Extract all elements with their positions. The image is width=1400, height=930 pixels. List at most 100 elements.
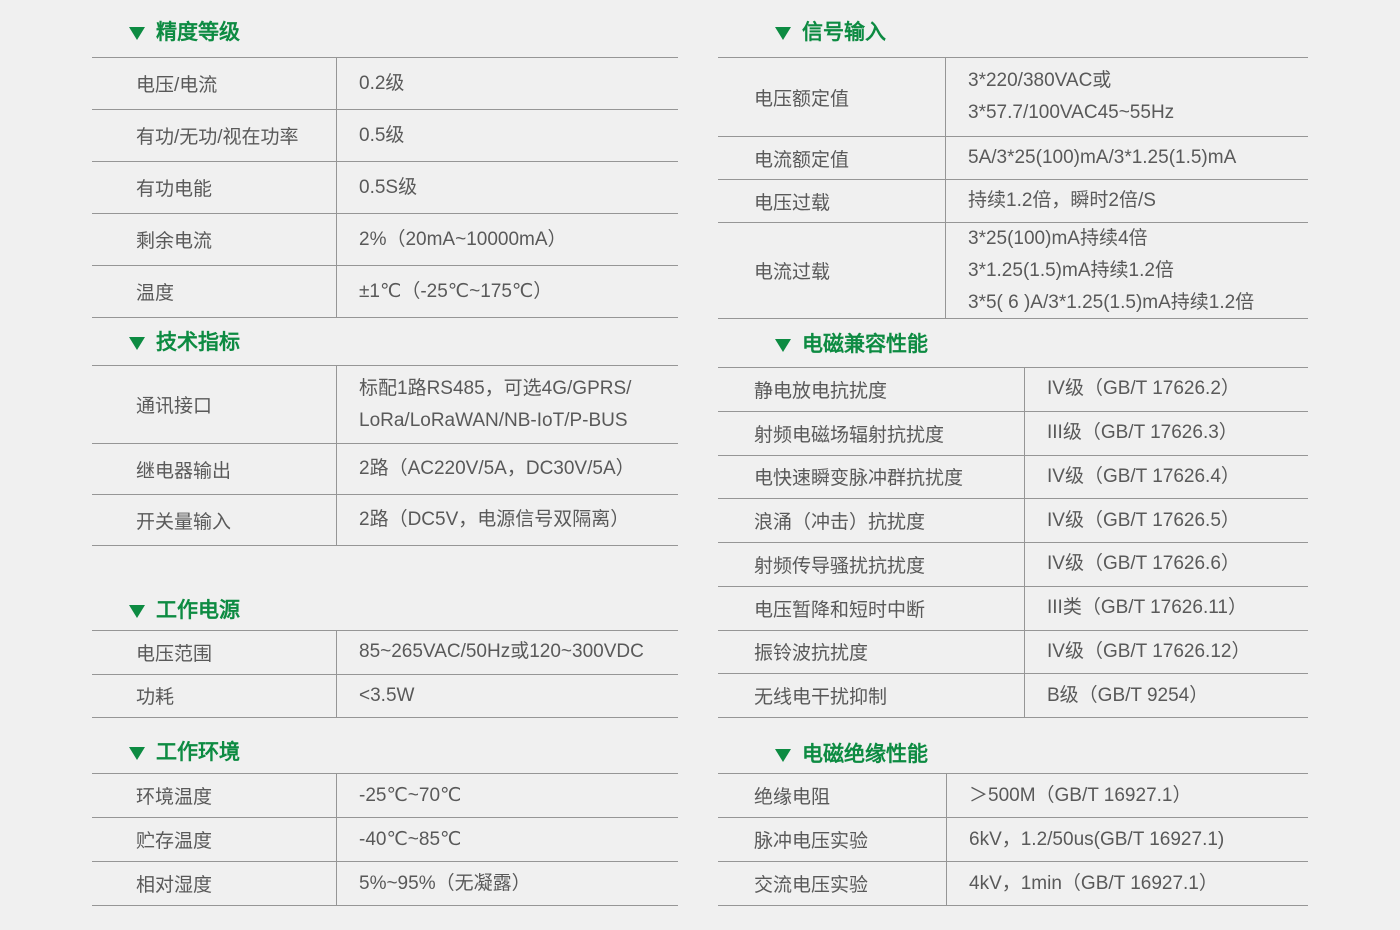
section-header: 技术指标 <box>92 330 678 356</box>
emc-table: 静电放电抗扰度 IV级（GB/T 17626.2） 射频电磁场辐射抗扰度 III… <box>718 367 1308 718</box>
table-row: 贮存温度 -40℃~85℃ <box>92 818 678 862</box>
spec-value: IV级（GB/T 17626.12） <box>1025 631 1308 674</box>
section-title: 工作环境 <box>156 741 240 764</box>
spec-value: IV级（GB/T 17626.5） <box>1025 499 1308 542</box>
table-row: 有功/无功/视在功率 0.5级 <box>92 110 678 162</box>
spec-value: 2路（DC5V，电源信号双隔离） <box>337 495 678 545</box>
spec-label: 电流过载 <box>718 223 946 318</box>
table-row: 环境温度 -25℃~70℃ <box>92 774 678 818</box>
section-header: 电磁绝缘性能 <box>718 742 1308 768</box>
spec-label: 通讯接口 <box>92 366 337 443</box>
spec-label: 有功电能 <box>92 162 337 213</box>
spec-label: 电压/电流 <box>92 58 337 109</box>
spec-value-line: B级（GB/T 9254） <box>1047 684 1209 706</box>
spec-value: IV级（GB/T 17626.6） <box>1025 543 1308 586</box>
table-row: 静电放电抗扰度 IV级（GB/T 17626.2） <box>718 368 1308 412</box>
spec-value-line: IV级（GB/T 17626.6） <box>1047 553 1240 575</box>
spec-value-line: 0.5S级 <box>359 176 418 198</box>
working-power-table: 电压范围 85~265VAC/50Hz或120~300VDC 功耗 <3.5W <box>92 630 678 718</box>
spec-value: -40℃~85℃ <box>337 818 678 861</box>
spec-value: 0.5S级 <box>337 162 678 213</box>
spec-value: 0.5级 <box>337 110 678 161</box>
spec-value-line: 2路（AC220V/5A，DC30V/5A） <box>359 458 635 479</box>
spec-label: 脉冲电压实验 <box>718 818 947 861</box>
table-row: 温度 ±1℃（-25℃~175℃） <box>92 266 678 318</box>
spec-value-line: 0.2级 <box>359 72 405 94</box>
spec-label: 功耗 <box>92 674 337 717</box>
technical-table: 通讯接口 标配1路RS485，可选4G/GPRS/ LoRa/LoRaWAN/N… <box>92 365 678 546</box>
spec-label: 电压暂降和短时中断 <box>718 586 1025 630</box>
section-title: 工作电源 <box>156 599 240 622</box>
spec-value-line: 85~265VAC/50Hz或120~300VDC <box>359 641 644 663</box>
spec-value: 2路（AC220V/5A，DC30V/5A） <box>337 444 678 494</box>
spec-label: 电压范围 <box>92 631 337 674</box>
table-row: 电压暂降和短时中断 III类（GB/T 17626.11） <box>718 586 1308 631</box>
table-row: 开关量输入 2路（DC5V，电源信号双隔离） <box>92 495 678 546</box>
table-row: 电压额定值 3*220/380VAC或 3*57.7/100VAC45~55Hz <box>718 58 1308 137</box>
section-title: 电磁兼容性能 <box>802 333 928 356</box>
table-row: 振铃波抗扰度 IV级（GB/T 17626.12） <box>718 630 1308 675</box>
spec-value: 持续1.2倍，瞬时2倍/S <box>946 180 1308 222</box>
section-insulation-performance: 电磁绝缘性能 绝缘电阻 ＞500M（GB/T 16927.1） 脉冲电压实验 6… <box>718 742 1308 906</box>
spec-value-line: 2%（20mA~10000mA） <box>359 228 567 250</box>
triangle-down-icon <box>775 338 791 352</box>
spec-value: IV级（GB/T 17626.2） <box>1025 368 1308 411</box>
section-working-power: 工作电源 电压范围 85~265VAC/50Hz或120~300VDC 功耗 <… <box>92 598 678 718</box>
spec-value-line: 3*220/380VAC或 <box>968 70 1112 91</box>
spec-label: 温度 <box>92 266 337 317</box>
table-row: 电压/电流 0.2级 <box>92 58 678 110</box>
spec-value: IV级（GB/T 17626.4） <box>1025 456 1308 499</box>
section-title: 精度等级 <box>156 21 240 44</box>
section-title: 技术指标 <box>156 331 240 354</box>
spec-label: 无线电干扰抑制 <box>718 674 1025 717</box>
table-row: 有功电能 0.5S级 <box>92 162 678 214</box>
table-row: 通讯接口 标配1路RS485，可选4G/GPRS/ LoRa/LoRaWAN/N… <box>92 366 678 444</box>
spec-label: 电压过载 <box>718 180 946 222</box>
table-row: 电压范围 85~265VAC/50Hz或120~300VDC <box>92 631 678 675</box>
spec-value: 5A/3*25(100)mA/3*1.25(1.5)mA <box>946 137 1308 179</box>
spec-value-line: 6kV，1.2/50us(GB/T 16927.1) <box>969 828 1225 850</box>
spec-value-line: 5%~95%（无凝露） <box>359 872 531 894</box>
spec-value: ＞500M（GB/T 16927.1） <box>947 774 1308 817</box>
spec-label: 开关量输入 <box>92 495 337 545</box>
triangle-down-icon <box>775 26 791 40</box>
triangle-down-icon <box>129 604 145 618</box>
spec-value: III类（GB/T 17626.11） <box>1025 587 1308 630</box>
table-row: 电压过载 持续1.2倍，瞬时2倍/S <box>718 180 1308 223</box>
signal-input-table: 电压额定值 3*220/380VAC或 3*57.7/100VAC45~55Hz… <box>718 57 1308 319</box>
spec-value-line: -40℃~85℃ <box>359 828 462 850</box>
spec-value-line: 5A/3*25(100)mA/3*1.25(1.5)mA <box>968 147 1237 168</box>
section-emc-performance: 电磁兼容性能 静电放电抗扰度 IV级（GB/T 17626.2） 射频电磁场辐射… <box>718 332 1308 718</box>
spec-label: 振铃波抗扰度 <box>718 630 1025 674</box>
triangle-down-icon <box>775 748 791 762</box>
spec-label: 交流电压实验 <box>718 862 947 905</box>
section-header: 工作电源 <box>92 598 678 624</box>
spec-value-line: III类（GB/T 17626.11） <box>1047 597 1247 619</box>
table-row: 电流过载 3*25(100)mA持续4倍 3*1.25(1.5)mA持续1.2倍… <box>718 223 1308 319</box>
spec-value-line: <3.5W <box>359 684 415 706</box>
spec-value: 3*220/380VAC或 3*57.7/100VAC45~55Hz <box>946 58 1308 136</box>
spec-value-line: ＞500M（GB/T 16927.1） <box>969 784 1192 806</box>
spec-value-line: III级（GB/T 17626.3） <box>1047 422 1238 444</box>
table-row: 脉冲电压实验 6kV，1.2/50us(GB/T 16927.1) <box>718 818 1308 862</box>
table-row: 交流电压实验 4kV，1min（GB/T 16927.1） <box>718 862 1308 906</box>
spec-label: 静电放电抗扰度 <box>718 368 1025 411</box>
section-signal-input: 信号输入 电压额定值 3*220/380VAC或 3*57.7/100VAC45… <box>718 20 1308 319</box>
table-row: 电流额定值 5A/3*25(100)mA/3*1.25(1.5)mA <box>718 137 1308 180</box>
spec-value-line: 持续1.2倍，瞬时2倍/S <box>968 190 1156 211</box>
table-row: 无线电干扰抑制 B级（GB/T 9254） <box>718 674 1308 718</box>
accuracy-table: 电压/电流 0.2级 有功/无功/视在功率 0.5级 有功电能 0.5S级 剩余… <box>92 57 678 318</box>
section-working-environment: 工作环境 环境温度 -25℃~70℃ 贮存温度 -40℃~85℃ 相对湿度 5%… <box>92 740 678 906</box>
spec-value: III级（GB/T 17626.3） <box>1025 412 1308 455</box>
spec-value-line: ±1℃（-25℃~175℃） <box>359 280 553 302</box>
table-row: 浪涌（冲击）抗扰度 IV级（GB/T 17626.5） <box>718 499 1308 543</box>
spec-value-line: 3*25(100)mA持续4倍 <box>968 227 1148 249</box>
spec-label: 射频传导骚扰抗扰度 <box>718 543 1025 586</box>
spec-label: 浪涌（冲击）抗扰度 <box>718 499 1025 542</box>
spec-value-line: IV级（GB/T 17626.5） <box>1047 509 1240 531</box>
table-row: 继电器输出 2路（AC220V/5A，DC30V/5A） <box>92 444 678 495</box>
spec-value-line: IV级（GB/T 17626.2） <box>1047 378 1240 400</box>
spec-value: B级（GB/T 9254） <box>1025 674 1308 717</box>
spec-value-line: 标配1路RS485，可选4G/GPRS/ <box>359 377 632 399</box>
spec-value-line: 4kV，1min（GB/T 16927.1） <box>969 872 1218 894</box>
